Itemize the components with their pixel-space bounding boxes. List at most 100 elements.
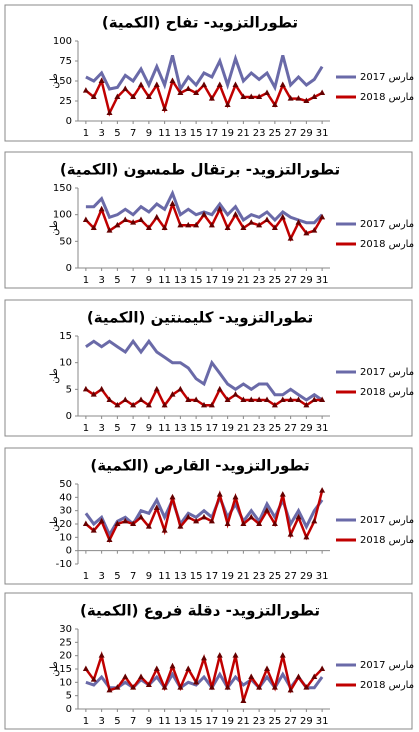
point-marker <box>311 227 318 233</box>
y-tick-label: 150 <box>53 183 72 194</box>
point-marker <box>153 81 160 87</box>
point-marker <box>145 93 152 99</box>
point-marker <box>177 523 184 529</box>
point-marker <box>122 216 129 222</box>
x-tick-label: 9 <box>146 128 152 139</box>
point-marker <box>216 385 223 392</box>
chart-title: تطورالتزويد- كليمنتين (الكمية) <box>87 309 313 327</box>
point-marker <box>271 224 278 230</box>
point-marker <box>271 401 278 408</box>
point-marker <box>82 87 89 93</box>
point-marker <box>319 213 326 220</box>
y-tick-label: 15 <box>59 664 72 675</box>
point-marker <box>224 520 231 526</box>
point-marker <box>130 684 137 690</box>
x-tick-label: 3 <box>98 275 104 286</box>
legend-label: مارس 2017 <box>360 219 414 230</box>
x-tick-label: 15 <box>190 423 203 434</box>
y-tick-label: 25 <box>59 96 72 107</box>
point-marker <box>311 517 318 524</box>
point-marker <box>216 81 223 87</box>
x-tick-label: 13 <box>174 275 187 286</box>
x-tick-label: 27 <box>284 423 297 434</box>
y-tick-label: 10 <box>59 677 72 688</box>
x-tick-label: 23 <box>253 423 266 434</box>
point-marker <box>224 396 231 402</box>
x-tick-label: 11 <box>158 128 171 139</box>
point-marker <box>295 95 302 101</box>
x-tick-label: 9 <box>146 423 152 434</box>
legend-label: مارس 2018 <box>360 535 414 546</box>
point-marker <box>201 513 207 520</box>
chart-title: تطورالتزويد- تفاح (الكمية) <box>102 14 298 32</box>
point-marker <box>279 652 286 658</box>
x-tick-label: 11 <box>158 423 171 434</box>
y-tick-label: 0 <box>66 546 72 557</box>
point-marker <box>303 97 310 103</box>
point-marker <box>169 391 176 397</box>
point-marker <box>232 211 239 217</box>
x-tick-label: 15 <box>190 716 203 727</box>
x-tick-label: 31 <box>316 423 329 434</box>
point-marker <box>224 101 231 107</box>
chart-title: تطورالتزويد- دقلة فروع (الكمية) <box>80 602 320 620</box>
point-marker <box>153 665 160 671</box>
point-marker <box>114 401 121 408</box>
point-marker <box>169 493 176 500</box>
x-tick-label: 19 <box>221 716 234 727</box>
x-tick-label: 1 <box>83 275 89 286</box>
point-marker <box>319 665 326 671</box>
x-tick-label: 21 <box>237 571 250 582</box>
point-marker <box>114 520 121 526</box>
x-tick-label: 15 <box>190 128 203 139</box>
y-tick-label: 15 <box>59 331 72 342</box>
point-marker <box>122 396 129 402</box>
x-tick-label: 15 <box>190 571 203 582</box>
point-marker <box>98 205 105 212</box>
y-tick-label: -10 <box>56 559 72 570</box>
x-tick-label: 17 <box>206 571 219 582</box>
point-marker <box>256 93 263 99</box>
point-marker <box>82 216 89 222</box>
point-marker <box>295 396 302 402</box>
legend-label: مارس 2018 <box>360 387 414 398</box>
point-marker <box>153 385 160 392</box>
point-marker <box>130 219 137 225</box>
point-marker <box>90 391 97 397</box>
point-marker <box>287 95 294 101</box>
point-marker <box>98 385 105 392</box>
x-tick-label: 9 <box>146 275 152 286</box>
point-marker <box>122 517 129 524</box>
point-marker <box>145 224 152 230</box>
x-tick-label: 3 <box>98 423 104 434</box>
point-marker <box>193 396 200 402</box>
x-tick-label: 13 <box>174 716 187 727</box>
point-marker <box>177 684 184 690</box>
point-marker <box>201 81 207 87</box>
x-tick-label: 9 <box>146 571 152 582</box>
x-tick-label: 21 <box>237 716 250 727</box>
point-marker <box>161 401 168 408</box>
point-marker <box>90 93 97 99</box>
point-marker <box>138 216 144 222</box>
point-marker <box>248 513 255 520</box>
point-marker <box>114 221 121 228</box>
point-marker <box>248 396 255 402</box>
point-marker <box>153 213 160 220</box>
point-marker <box>279 491 286 497</box>
point-marker <box>138 81 144 87</box>
x-tick-label: 3 <box>98 571 104 582</box>
y-tick-label: 0 <box>66 116 72 127</box>
legend-label: مارس 2018 <box>360 92 414 103</box>
y-tick-label: 50 <box>59 479 72 490</box>
legend-label: مارس 2017 <box>360 72 414 83</box>
point-marker <box>248 93 255 99</box>
point-marker <box>216 491 223 497</box>
y-tick-label: 5 <box>66 384 72 395</box>
x-tick-label: 31 <box>316 571 329 582</box>
point-marker <box>122 673 129 679</box>
point-marker <box>271 684 278 690</box>
point-marker <box>295 219 302 225</box>
series-line <box>85 671 324 691</box>
